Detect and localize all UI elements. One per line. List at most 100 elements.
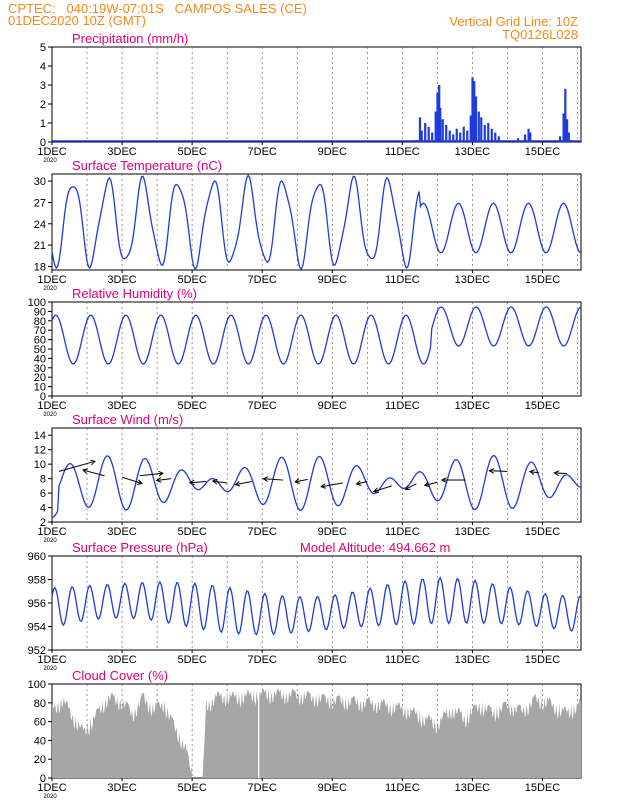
wind-arrow-head (294, 478, 301, 484)
wind-arrow (321, 482, 343, 488)
x-tick-label: 11DEC (385, 146, 420, 158)
chart-wind: Surface Wind (m/s) 2 4 6 8 10 12 14 1DEC 3DEC 5DEC… (34, 412, 582, 544)
y-tick-label: 18 (34, 261, 46, 273)
precip-bar (473, 81, 476, 142)
precip-bar (564, 88, 567, 142)
precip-bar (477, 111, 480, 142)
x-tick-year: 2020 (43, 286, 57, 292)
wind-arrow-head (423, 481, 430, 488)
chart-subtitle: Model Altitude: 494.662 m (300, 540, 450, 555)
wind-arrow-head (262, 476, 269, 482)
x-tick-label: 7DEC (248, 782, 277, 794)
x-tick-label: 15DEC (525, 654, 561, 666)
x-tick-label: 11DEC (385, 526, 420, 538)
x-tick-label: 1DEC (37, 526, 66, 538)
plot-frame (51, 427, 582, 523)
wind-arrow-head (188, 479, 195, 486)
precip-bar (441, 119, 444, 142)
y-tick-label: 27 (34, 197, 46, 209)
chart-title: Surface Pressure (hPa) (72, 540, 208, 555)
x-tick-label: 7DEC (248, 526, 277, 538)
chart-title: Cloud Cover (%) (72, 668, 168, 683)
precip-bar (565, 119, 569, 142)
x-tick-label: 3DEC (107, 654, 136, 666)
wind-arrow (405, 483, 417, 490)
precip-bar (490, 128, 493, 142)
x-tick-year: 2020 (43, 412, 57, 418)
y-tick-label: 10 (34, 459, 46, 471)
precip-bar (434, 111, 437, 142)
y-tick-label: 80 (34, 698, 46, 710)
x-tick-label: 15DEC (525, 782, 561, 794)
y-tick-label: 3 (40, 80, 46, 92)
precip-bar (455, 128, 458, 142)
wind-arrow-head (528, 469, 535, 475)
y-tick-label: 50 (34, 344, 46, 356)
x-tick-label: 3DEC (107, 400, 136, 412)
precip-bar (436, 92, 439, 142)
wind-arrow (263, 478, 284, 481)
chart-title: Surface Temperature (nC) (72, 158, 222, 173)
wind-arrow-head (372, 487, 379, 493)
wind-arrow-head (553, 470, 560, 476)
wind-arrow-head (136, 479, 143, 485)
x-tick-label: 1DEC (37, 274, 66, 286)
y-tick-label: 30 (34, 363, 46, 375)
x-tick-label: 7DEC (248, 274, 277, 286)
wind-arrow (121, 476, 143, 484)
wind-arrow (489, 470, 508, 472)
y-tick-label: 10 (34, 382, 46, 394)
y-tick-label: 1 (40, 118, 46, 130)
x-tick-label: 1DEC (37, 782, 66, 794)
y-tick-label: 24 (34, 219, 46, 231)
y-tick-label: 4 (40, 503, 46, 515)
y-tick-label: 100 (28, 679, 46, 691)
x-tick-label: 15DEC (525, 526, 561, 538)
y-tick-label: 90 (34, 306, 46, 318)
y-tick-label: 6 (40, 488, 46, 500)
wind-arrow-head (90, 459, 97, 466)
y-tick-label: 5 (40, 42, 46, 54)
wind-arrow (529, 471, 540, 474)
precip-bar (448, 130, 451, 142)
y-tick-label: 0 (40, 391, 46, 403)
wind-arrow-head (234, 481, 241, 487)
y-tick-label: 0 (40, 773, 46, 785)
y-tick-label: 40 (34, 735, 46, 747)
wind-arrow-head (440, 477, 447, 483)
x-tick-label: 11DEC (385, 400, 420, 412)
wind-arrow-head (81, 468, 88, 474)
wind-arrow (212, 480, 228, 484)
wind-arrow (356, 481, 368, 485)
chart-title: Precipitation (mm/h) (72, 31, 188, 46)
header-station: CPTEC: 040:19W-07:01S CAMPOS SALES (CE) (8, 1, 307, 16)
x-tick-label: 9DEC (318, 782, 347, 794)
x-tick-label: 5DEC (177, 146, 206, 158)
wind-arrow (235, 481, 252, 486)
x-tick-label: 5DEC (177, 274, 206, 286)
wind-arrow (295, 478, 308, 483)
header-grid-note: Vertical Grid Line: 10Z (449, 14, 578, 29)
precip-bar (459, 132, 462, 142)
cloud-area (52, 688, 581, 778)
wind-arrow (373, 485, 392, 492)
precip-bar (462, 126, 465, 142)
y-tick-label: 100 (28, 297, 46, 309)
chart-cloud: Cloud Cover (%) 0 20 40 60 80 100 1DEC 3DEC 5DEC 7… (28, 668, 582, 800)
precip-bar (497, 136, 500, 142)
x-tick-label: 15DEC (525, 146, 561, 158)
chart-rh: Relative Humidity (%) 0102030405060708090… (28, 286, 582, 418)
x-tick-year: 2020 (43, 794, 57, 800)
y-tick-label: 958 (28, 575, 46, 587)
y-tick-label: 60 (34, 335, 46, 347)
x-tick-label: 13DEC (455, 146, 491, 158)
y-tick-label: 2 (40, 517, 46, 529)
precip-bar (418, 117, 422, 142)
wind-arrow-head (158, 470, 165, 477)
x-tick-label: 9DEC (318, 400, 347, 412)
x-tick-year: 2020 (43, 538, 57, 544)
precip-bar (439, 107, 442, 142)
precip-bar (562, 113, 565, 142)
x-tick-label: 9DEC (318, 146, 347, 158)
